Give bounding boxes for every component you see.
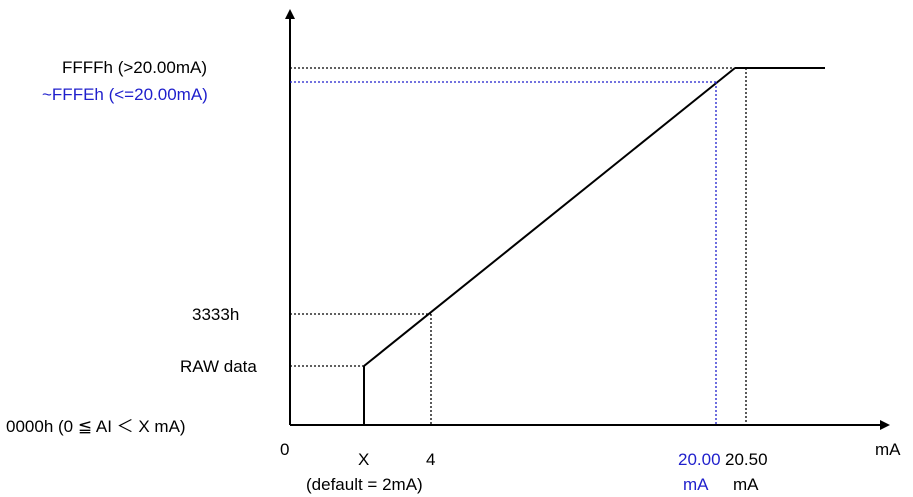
label-fffe: ~FFFEh (<=20.00mA) [42,85,208,104]
label-20-50-unit: mA [733,475,759,494]
label-origin: 0 [280,440,289,459]
label-x: X [358,450,369,469]
label-4ma: 4 [426,450,435,469]
label-x-default: (default = 2mA) [306,475,423,494]
label-20-00-unit: mA [683,475,709,494]
label-20-00-value: 20.00 [678,450,721,469]
label-raw-data: RAW data [180,357,257,376]
label-ffff: FFFFh (>20.00mA) [62,58,207,77]
label-0000: 0000h (0 ≦ AI ＜ X mA) [6,417,186,436]
label-20-50-value: 20.50 [725,450,768,469]
label-3333: 3333h [192,305,239,324]
label-axis-unit: mA [875,440,901,459]
conversion-ramp-line [363,67,736,367]
